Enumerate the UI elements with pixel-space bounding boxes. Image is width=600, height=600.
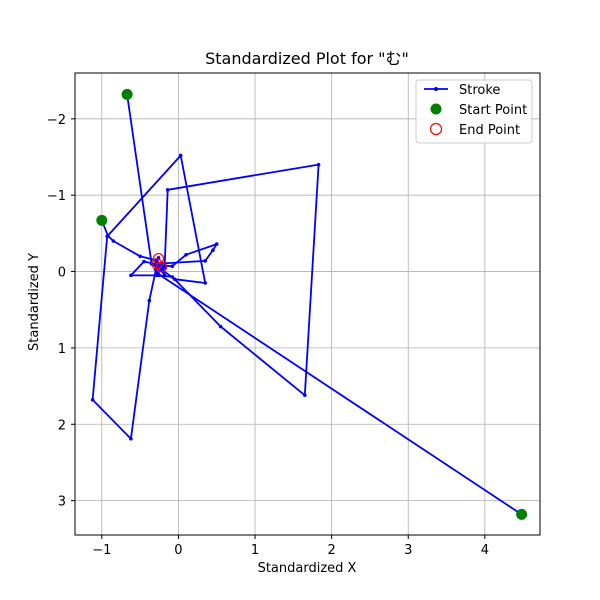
stroke-line-1 [100,220,523,516]
legend-end-label: End Point [459,123,520,138]
stroke-point [129,436,133,441]
legend-start-marker [430,103,442,115]
chart-title: Standardized Plot for "む" [205,49,409,68]
start-point [516,508,528,520]
legend-stroke-label: Stroke [459,83,500,98]
stroke-point [211,248,215,252]
y-tick-label: 1 [58,342,66,357]
grid [75,73,540,535]
stroke-line-3 [91,154,207,440]
stroke-point [138,254,142,259]
legend-stroke-marker [434,87,438,91]
stroke-point [316,162,321,167]
legend-start-label: Start Point [459,103,527,118]
stroke-point [165,188,170,192]
legend-box [415,79,533,144]
stroke-point [203,281,208,285]
y-axis-label: Standardized Y [27,253,42,351]
stroke-point [90,398,95,402]
x-tick-label: −1 [92,543,111,558]
plot-lines [91,94,523,516]
end-point [155,261,168,273]
stroke-point [184,252,188,257]
stroke-point [178,153,183,158]
stroke-point [147,298,152,303]
ticks: −1 0 1 2 3 4 −2 −1 0 1 2 3 [47,113,489,558]
y-tick-label: −2 [47,113,66,128]
y-tick-label: −1 [47,189,66,204]
stroke-point [142,259,146,264]
y-tick-label: 3 [58,495,66,510]
plot-frame [74,72,541,536]
stroke-point [162,265,167,270]
stroke-point [170,275,175,279]
y-tick-label: 0 [58,266,66,281]
stroke-point [214,242,219,246]
stroke-point [105,234,109,239]
stroke-point [170,264,175,269]
x-axis-label: Standardized X [258,561,357,576]
stroke-point [162,273,167,278]
legend-end-marker [429,122,443,136]
stroke-point [172,277,177,281]
stroke-point [129,273,133,278]
plot-markers [90,88,528,520]
start-point [121,88,133,100]
y-tick-label: 2 [58,418,66,433]
stroke-point [203,259,208,263]
stroke-point [111,239,116,243]
x-tick-label: 1 [251,543,259,558]
x-tick-label: 0 [174,543,182,558]
x-tick-label: 4 [481,543,489,558]
stroke-line-2 [126,94,320,397]
x-tick-label: 3 [404,543,412,558]
start-point [96,214,108,226]
x-tick-label: 2 [327,543,335,558]
stroke-point [218,324,223,329]
legend: Stroke Start Point End Point [415,79,533,144]
stroke-point [155,273,159,278]
stroke-point [303,393,307,398]
